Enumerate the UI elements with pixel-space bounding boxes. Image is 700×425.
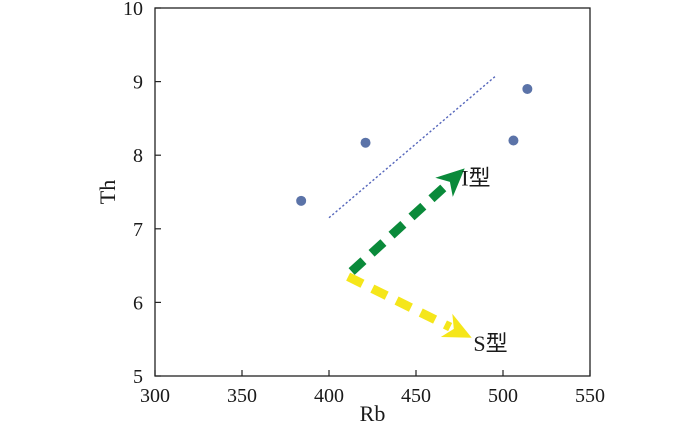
x-tick-label: 450	[401, 385, 431, 407]
y-tick-label: 10	[123, 0, 143, 20]
y-tick-label: 6	[133, 292, 143, 314]
data-point	[522, 83, 533, 94]
ticks-layer: 300 350 400 450 500 550 5 6 7 8 9 10	[123, 0, 605, 407]
trend-layer	[328, 75, 497, 219]
data-point	[296, 195, 307, 206]
arrow-layer	[346, 168, 472, 338]
y-tick-label: 7	[133, 219, 143, 241]
trend-line	[328, 75, 497, 219]
trend-arrow-i-head	[435, 168, 465, 197]
plot-frame	[154, 7, 591, 377]
x-tick-label: 500	[488, 385, 518, 407]
arrow-label-s: S型	[473, 331, 507, 356]
data-point	[508, 135, 519, 146]
x-axis-label: Rb	[360, 401, 386, 425]
trend-arrow-s-shaft	[346, 272, 453, 332]
points-layer	[296, 83, 533, 206]
x-tick-label: 350	[227, 385, 257, 407]
labels-layer: I型 S型	[461, 165, 507, 356]
x-tick-label: 400	[314, 385, 344, 407]
trend-arrow-i-shaft	[348, 181, 451, 275]
y-tick-label: 5	[133, 366, 143, 388]
y-tick-label: 8	[133, 145, 143, 167]
data-point	[360, 137, 371, 148]
x-tick-label: 550	[575, 385, 605, 407]
y-axis-label: Th	[95, 180, 120, 204]
x-tick-label: 300	[140, 385, 170, 407]
trend-arrow-s-head	[440, 313, 472, 338]
arrow-label-i: I型	[461, 165, 490, 190]
y-tick-label: 9	[133, 72, 143, 94]
